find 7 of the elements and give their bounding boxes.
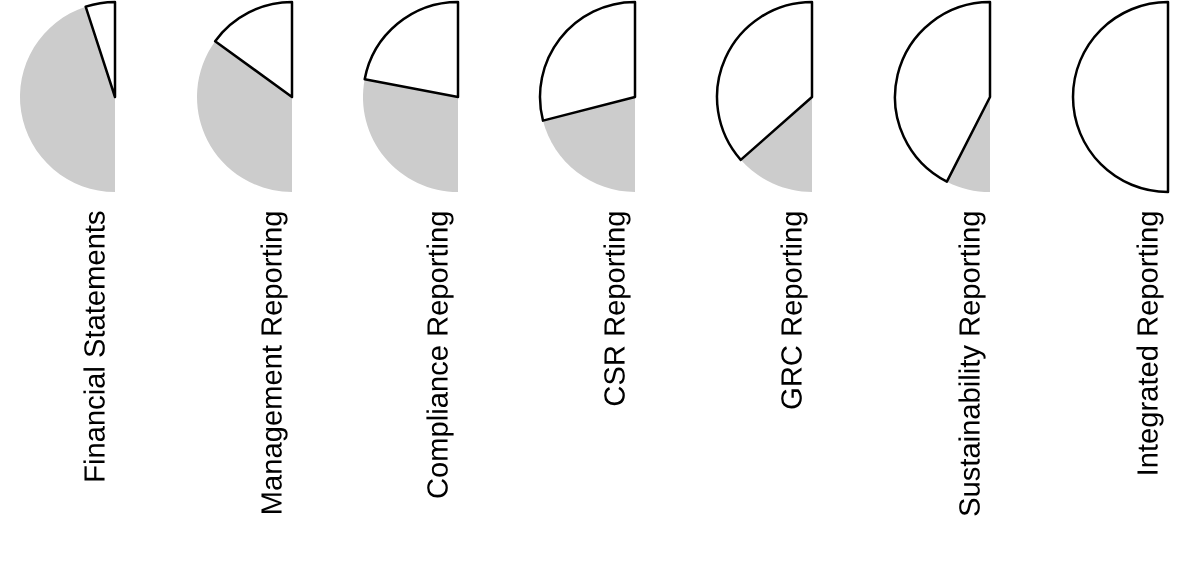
text: Sustainability Reporting xyxy=(958,212,986,516)
text: Financial Statements xyxy=(83,211,105,481)
text: Integrated Reporting xyxy=(1136,212,1164,474)
text: Management Reporting xyxy=(260,212,288,513)
text: Compliance Reporting xyxy=(426,212,454,498)
text: GRC Reporting xyxy=(780,212,808,409)
text: CSR Reporting xyxy=(603,212,631,406)
